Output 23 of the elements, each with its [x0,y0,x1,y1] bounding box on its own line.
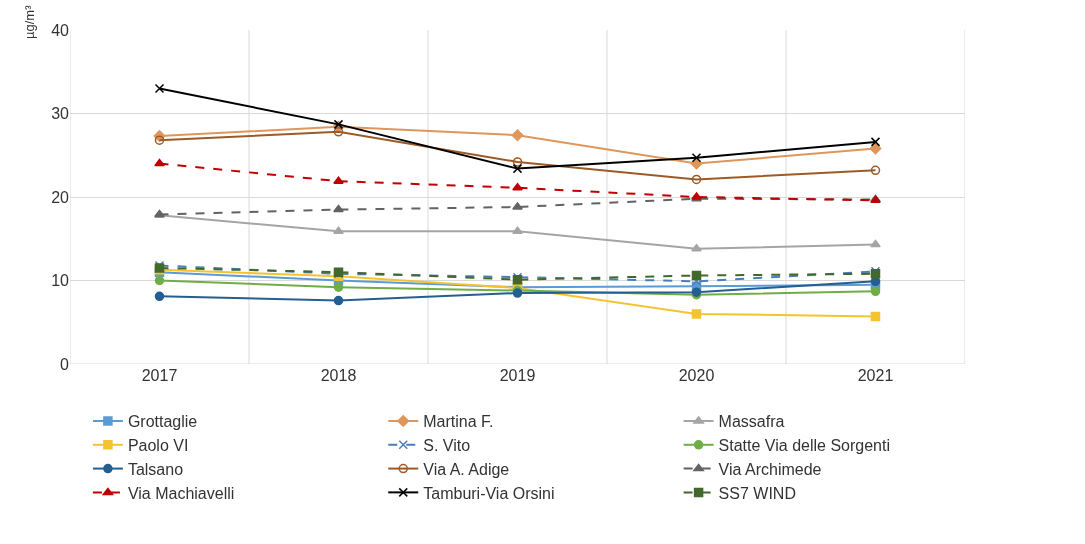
legend-label: SS7 WIND [718,484,796,502]
legend-label: Via Machiavelli [127,484,235,502]
legend-label: Via A. Adige [423,460,510,478]
y-tick-label: 0 [60,355,70,373]
y-tick-label: 20 [51,188,70,206]
legend-label: Paolo VI [127,437,189,455]
y-tick-label: 40 [51,21,70,39]
legend-label: Tamburi-Via Orsini [423,484,555,502]
y-tick-label: 10 [51,272,70,290]
legend-label: Grottaglie [127,413,198,431]
legend-label: Statte Via delle Sorgenti [718,437,890,455]
legend-label: S. Vito [423,437,471,455]
x-tick-label: 2017 [141,367,178,384]
x-tick-label: 2018 [320,367,357,384]
legend-label: Via Archimede [718,460,822,478]
legend-label: Massafra [718,413,785,431]
x-tick-label: 2020 [678,367,715,384]
x-tick-label: 2019 [499,367,536,384]
y-axis-title: µg/m³ [22,4,38,40]
y-tick-label: 30 [51,105,70,123]
legend-label: Martina F. [423,413,494,431]
legend-label: Talsano [127,460,184,478]
x-tick-label: 2021 [857,367,894,384]
